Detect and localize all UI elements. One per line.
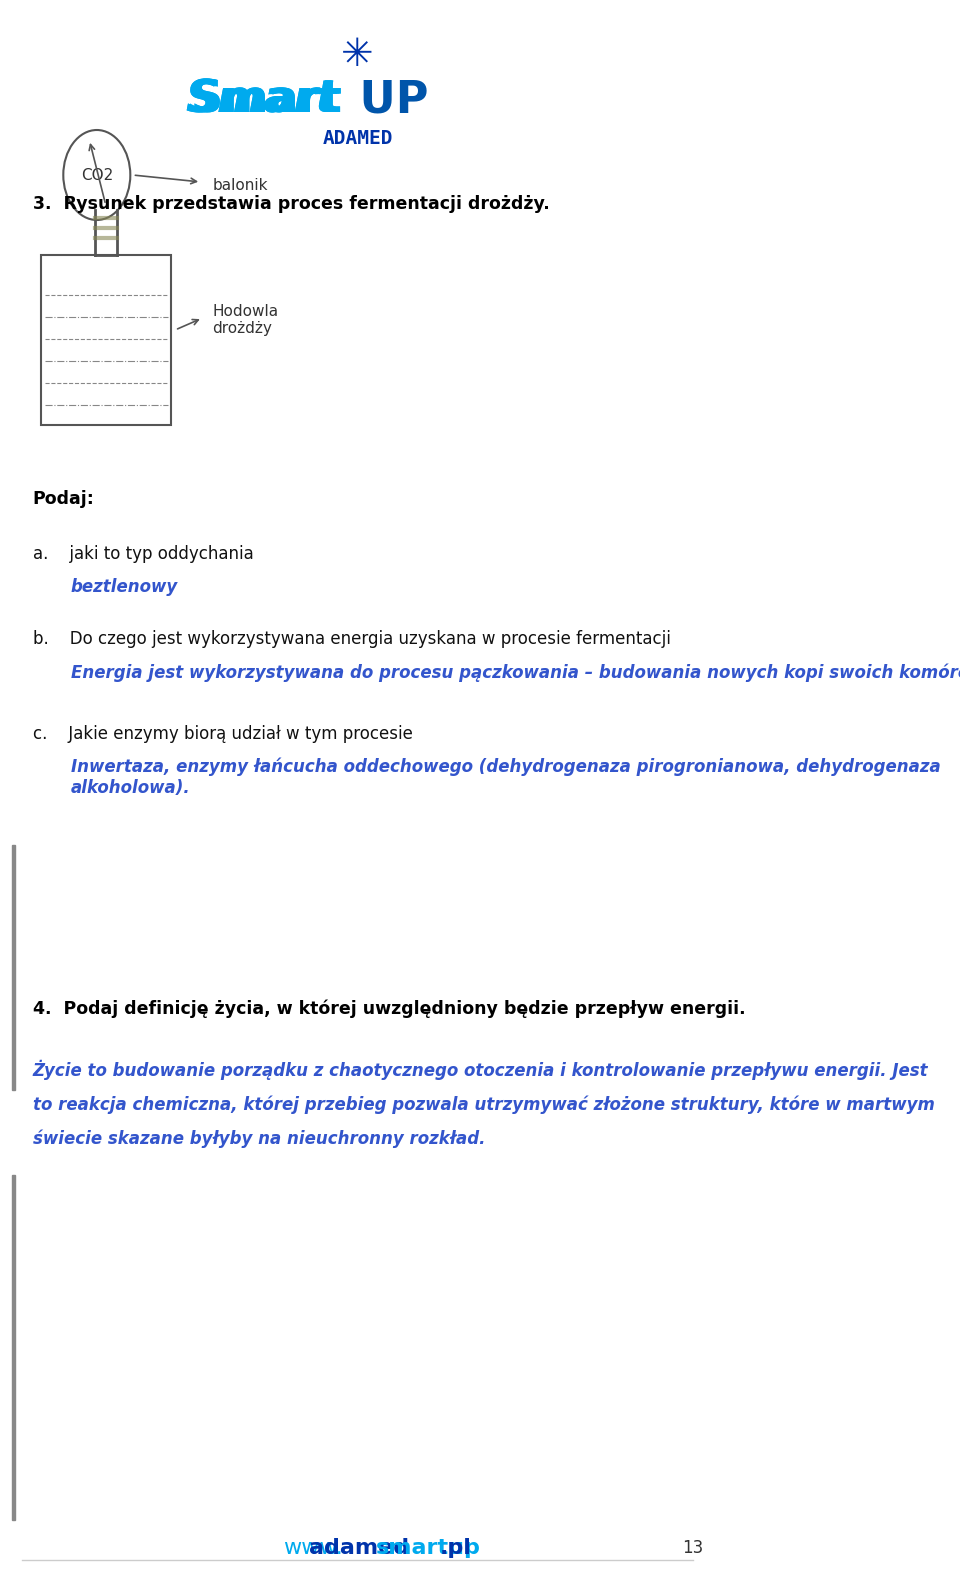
Bar xyxy=(12,1176,15,1520)
Text: Smart: Smart xyxy=(187,78,339,121)
Text: UP: UP xyxy=(344,78,428,121)
Text: beztlenowy: beztlenowy xyxy=(71,577,178,597)
Text: adamed: adamed xyxy=(309,1538,409,1558)
Text: CO2: CO2 xyxy=(81,167,113,182)
Text: a.    jaki to typ oddychania: a. jaki to typ oddychania xyxy=(33,545,253,563)
Text: c.    Jakie enzymy biorą udział w tym procesie: c. Jakie enzymy biorą udział w tym proce… xyxy=(33,726,413,743)
Text: smartup: smartup xyxy=(376,1538,481,1558)
Text: świecie skazane byłyby na nieuchronny rozkład.: świecie skazane byłyby na nieuchronny ro… xyxy=(33,1129,485,1148)
Text: 13: 13 xyxy=(682,1539,703,1557)
Bar xyxy=(12,845,15,1089)
Text: Inwertaza, enzymy łańcucha oddechowego (dehydrogenaza pirogronianowa, dehydrogen: Inwertaza, enzymy łańcucha oddechowego (… xyxy=(71,758,941,798)
Text: Smart: Smart xyxy=(191,78,343,121)
Text: Życie to budowanie porządku z chaotycznego otoczenia i kontrolowanie przepływu e: Życie to budowanie porządku z chaotyczne… xyxy=(33,1061,928,1080)
Text: Energia jest wykorzystywana do procesu pączkowania – budowania nowych kopi swoic: Energia jest wykorzystywana do procesu p… xyxy=(71,664,960,681)
Text: 4.  Podaj definicję życia, w której uwzględniony będzie przepływ energii.: 4. Podaj definicję życia, w której uwzgl… xyxy=(33,1000,745,1019)
Text: Smart: Smart xyxy=(191,78,343,121)
Text: Hodowla
drożdży: Hodowla drożdży xyxy=(212,303,278,337)
Text: b.    Do czego jest wykorzystywana energia uzyskana w procesie fermentacji: b. Do czego jest wykorzystywana energia … xyxy=(33,630,671,648)
Text: ✳: ✳ xyxy=(341,37,373,73)
Text: 3.  Rysunek przedstawia proces fermentacji drożdży.: 3. Rysunek przedstawia proces fermentacj… xyxy=(33,195,549,214)
Text: to reakcja chemiczna, której przebieg pozwala utrzymywać złożone struktury, któr: to reakcja chemiczna, której przebieg po… xyxy=(33,1096,935,1113)
Text: www.: www. xyxy=(283,1538,343,1558)
Text: balonik: balonik xyxy=(212,177,268,193)
Text: Smart: Smart xyxy=(185,78,337,121)
Text: Podaj:: Podaj: xyxy=(33,490,95,507)
Text: .pl: .pl xyxy=(440,1538,471,1558)
Text: ADAMED: ADAMED xyxy=(323,129,393,147)
Text: Smart: Smart xyxy=(185,78,337,121)
